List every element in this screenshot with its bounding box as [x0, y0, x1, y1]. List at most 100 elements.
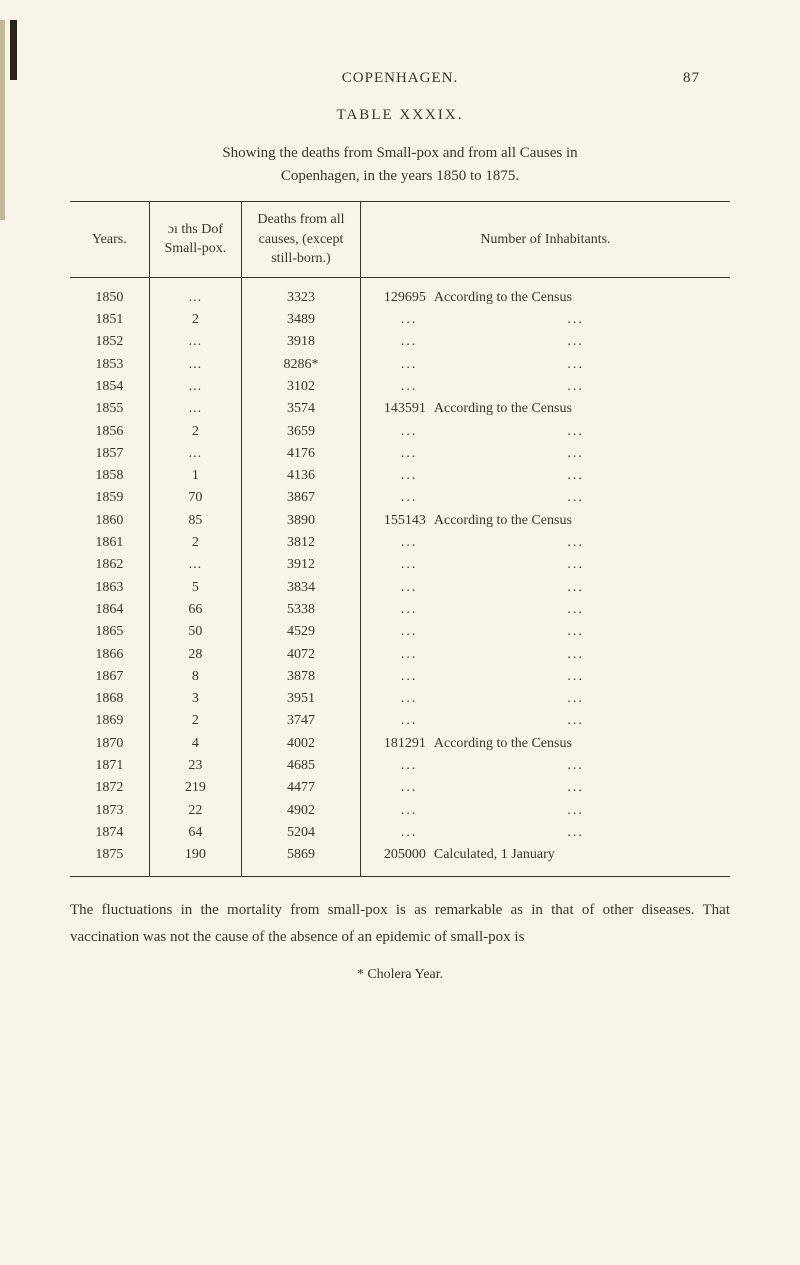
cell-year: 1861 [70, 532, 149, 554]
footnote: * Cholera Year. [70, 967, 730, 983]
cell-inhabitants: ...... [360, 577, 730, 599]
cell-inhabitants: ...... [360, 777, 730, 799]
cell-inhabitants: ...... [360, 443, 730, 465]
cell-inhabitants: ...... [360, 487, 730, 509]
cell-inhabitants: ...... [360, 331, 730, 353]
cell-smallpox-deaths: ... [149, 331, 241, 353]
cell-year: 1862 [70, 554, 149, 576]
cell-all-deaths: 4176 [242, 443, 361, 465]
cell-year: 1875 [70, 844, 149, 875]
cell-all-deaths: 4902 [242, 800, 361, 822]
cell-year: 1867 [70, 666, 149, 688]
col-header-inhabitants: Number of Inhabitants. [360, 202, 730, 278]
table-row: 1866284072...... [70, 644, 730, 666]
cell-year: 1855 [70, 398, 149, 420]
table-row: 1852...3918...... [70, 331, 730, 353]
cell-year: 1864 [70, 599, 149, 621]
cell-smallpox-deaths: 23 [149, 755, 241, 777]
table-row: 186123812...... [70, 532, 730, 554]
cell-smallpox-deaths: ... [149, 554, 241, 576]
cell-inhabitants: ...... [360, 309, 730, 331]
cell-year: 1869 [70, 710, 149, 732]
cell-smallpox-deaths: 2 [149, 309, 241, 331]
cell-inhabitants: ...... [360, 666, 730, 688]
table-row: 185123489...... [70, 309, 730, 331]
col-header-smallpox: ɔı ths Dof Small-pox. [149, 202, 241, 278]
cell-all-deaths: 3102 [242, 376, 361, 398]
footer-paragraph: The fluctuations in the mortality from s… [70, 897, 730, 951]
table-row: 186783878...... [70, 666, 730, 688]
cell-inhabitants: ...... [360, 800, 730, 822]
table-row: 1850...3323129695According to the Census [70, 277, 730, 309]
cell-all-deaths: 3747 [242, 710, 361, 732]
cell-all-deaths: 3912 [242, 554, 361, 576]
cell-smallpox-deaths: 190 [149, 844, 241, 875]
cell-year: 1866 [70, 644, 149, 666]
cell-all-deaths: 3574 [242, 398, 361, 420]
table-row: 18751905869205000Calculated, 1 January [70, 844, 730, 875]
cell-all-deaths: 3659 [242, 421, 361, 443]
cell-smallpox-deaths: ... [149, 376, 241, 398]
cell-inhabitants: 129695According to the Census [360, 277, 730, 309]
cell-year: 1870 [70, 733, 149, 755]
page-number: 87 [683, 70, 700, 87]
table-row: 186833951...... [70, 688, 730, 710]
cell-all-deaths: 3878 [242, 666, 361, 688]
cell-year: 1872 [70, 777, 149, 799]
cell-year: 1868 [70, 688, 149, 710]
cell-year: 1865 [70, 621, 149, 643]
cell-all-deaths: 3867 [242, 487, 361, 509]
cell-all-deaths: 3890 [242, 510, 361, 532]
table-row: 187044002181291According to the Census [70, 733, 730, 755]
cell-smallpox-deaths: 70 [149, 487, 241, 509]
cell-inhabitants: 155143According to the Census [360, 510, 730, 532]
table-description: Showing the deaths from Small-pox and fr… [70, 142, 730, 187]
cell-year: 1871 [70, 755, 149, 777]
table-row: 18722194477...... [70, 777, 730, 799]
cell-inhabitants: ...... [360, 532, 730, 554]
cell-inhabitants: ...... [360, 376, 730, 398]
table-row: 1871234685...... [70, 755, 730, 777]
cell-inhabitants: ...... [360, 465, 730, 487]
cell-smallpox-deaths: ... [149, 354, 241, 376]
cell-year: 1850 [70, 277, 149, 309]
cell-smallpox-deaths: 2 [149, 421, 241, 443]
cell-inhabitants: ...... [360, 599, 730, 621]
cell-smallpox-deaths: 4 [149, 733, 241, 755]
cell-year: 1874 [70, 822, 149, 844]
cell-smallpox-deaths: 3 [149, 688, 241, 710]
table-row: 1857...4176...... [70, 443, 730, 465]
cell-all-deaths: 8286* [242, 354, 361, 376]
cell-all-deaths: 5338 [242, 599, 361, 621]
cell-year: 1854 [70, 376, 149, 398]
table-row: 1873224902...... [70, 800, 730, 822]
cell-year: 1858 [70, 465, 149, 487]
table-row: 1860853890155143According to the Census [70, 510, 730, 532]
table-row: 1859703867...... [70, 487, 730, 509]
cell-all-deaths: 4072 [242, 644, 361, 666]
cell-smallpox-deaths: 64 [149, 822, 241, 844]
table-title: TABLE XXXIX. [70, 107, 730, 124]
cell-year: 1873 [70, 800, 149, 822]
cell-all-deaths: 3812 [242, 532, 361, 554]
cell-smallpox-deaths: 22 [149, 800, 241, 822]
data-table: Years. ɔı ths Dof Small-pox. Deaths from… [70, 201, 730, 876]
cell-year: 1859 [70, 487, 149, 509]
cell-inhabitants: 205000Calculated, 1 January [360, 844, 730, 875]
cell-all-deaths: 4529 [242, 621, 361, 643]
cell-smallpox-deaths: 2 [149, 710, 241, 732]
cell-all-deaths: 5204 [242, 822, 361, 844]
description-line-2: Copenhagen, in the years 1850 to 1875. [281, 168, 519, 184]
table-bottom-border [70, 876, 730, 877]
table-row: 1874645204...... [70, 822, 730, 844]
cell-all-deaths: 4002 [242, 733, 361, 755]
cell-inhabitants: ...... [360, 621, 730, 643]
table-row: 185623659...... [70, 421, 730, 443]
table-row: 1862...3912...... [70, 554, 730, 576]
cell-all-deaths: 4477 [242, 777, 361, 799]
cell-smallpox-deaths: 2 [149, 532, 241, 554]
cell-all-deaths: 4136 [242, 465, 361, 487]
cell-year: 1860 [70, 510, 149, 532]
cell-year: 1856 [70, 421, 149, 443]
cell-year: 1863 [70, 577, 149, 599]
